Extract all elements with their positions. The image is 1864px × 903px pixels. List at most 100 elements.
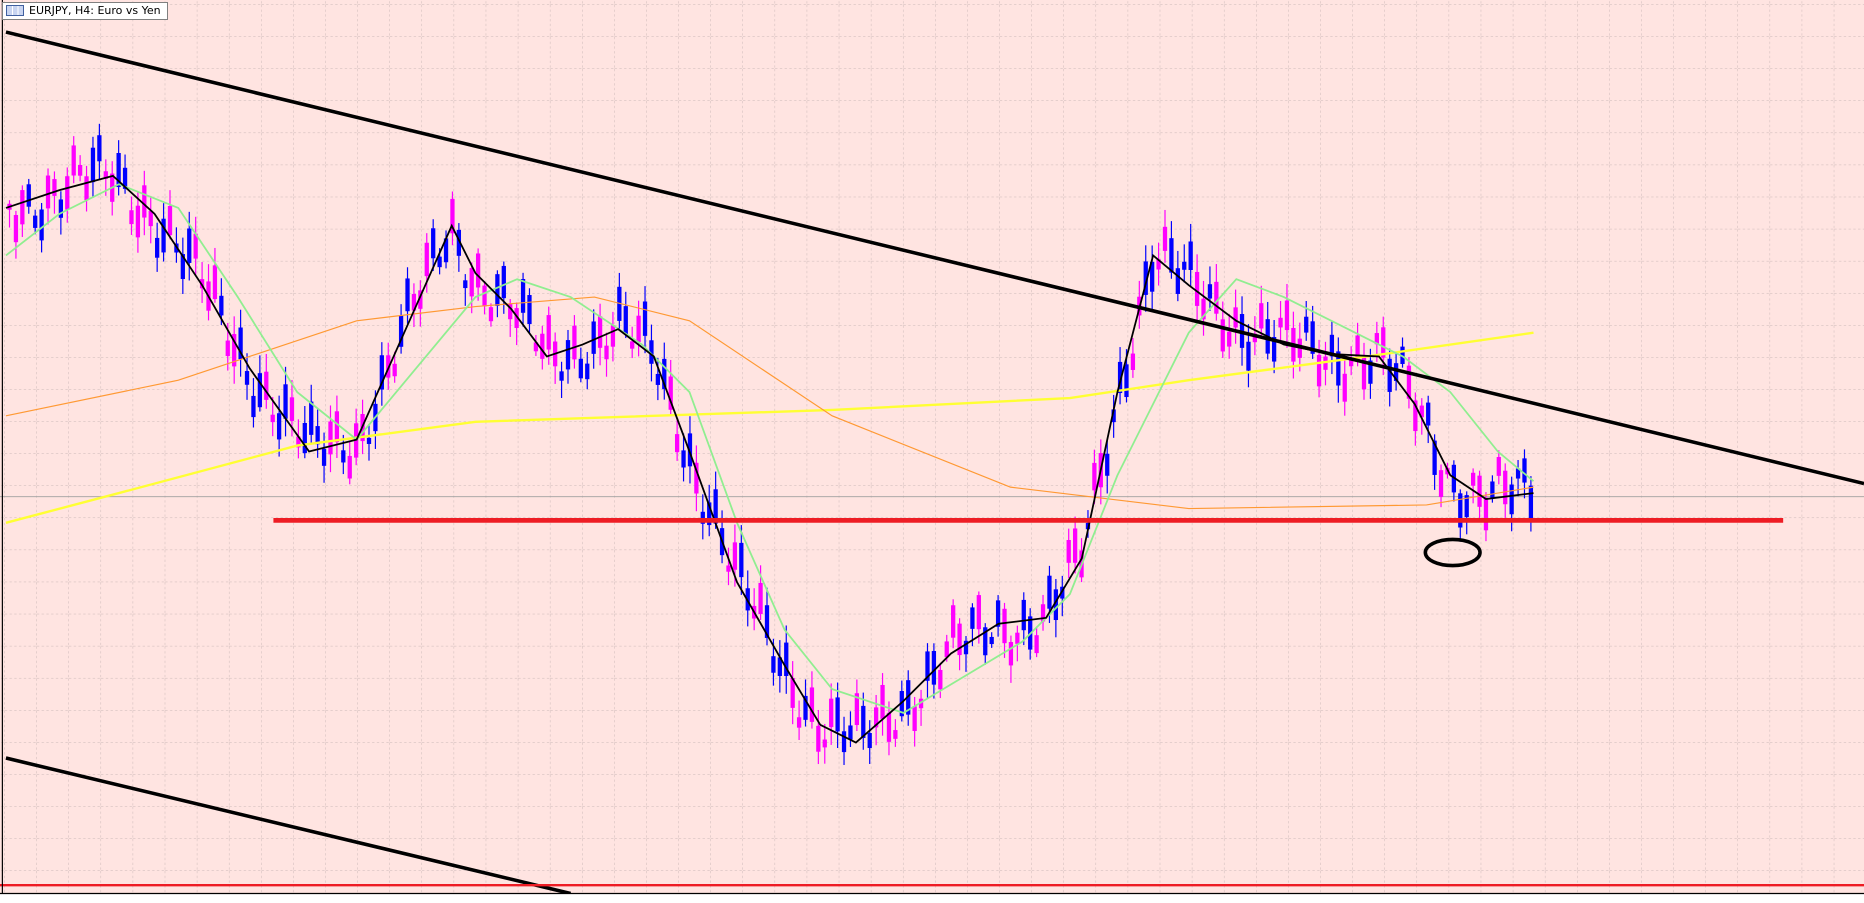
candle-body — [1496, 457, 1501, 476]
candle-body — [187, 228, 192, 263]
candle-body — [379, 355, 384, 390]
candle-body — [700, 511, 705, 524]
candle-body — [636, 315, 641, 342]
candle-body — [244, 371, 250, 385]
candle-body — [1034, 635, 1039, 654]
candle-body — [970, 607, 975, 629]
candle-body — [559, 371, 564, 381]
candle-body — [957, 623, 962, 656]
candle-body — [58, 199, 64, 218]
candle-body — [861, 705, 866, 739]
candle-body — [321, 448, 327, 466]
candle-body — [854, 693, 860, 726]
candle-body — [1150, 261, 1155, 292]
candle-body — [835, 697, 840, 732]
candle-body — [1336, 351, 1341, 386]
candle-body — [1259, 303, 1264, 329]
candle-body — [26, 184, 31, 207]
candle-body — [90, 147, 96, 183]
candle-body — [1284, 300, 1290, 331]
candle-body — [1522, 458, 1527, 483]
candle-body — [84, 176, 89, 201]
candle-body — [450, 198, 455, 234]
candle-body — [1233, 307, 1238, 328]
candle-body — [1162, 226, 1168, 251]
candle-body — [13, 215, 19, 243]
candle-body — [238, 327, 243, 360]
candle-body — [1175, 268, 1180, 294]
candle-body — [1271, 337, 1277, 362]
candle-body — [52, 179, 57, 196]
candle-body — [97, 135, 102, 162]
candle-body — [1349, 359, 1354, 367]
candle-body — [193, 233, 198, 259]
candle-body — [1432, 440, 1437, 475]
candle-body — [597, 316, 603, 348]
candle-body — [392, 363, 397, 377]
candle-body — [212, 265, 218, 300]
candle-body — [1227, 331, 1232, 347]
candle-body — [443, 238, 449, 263]
candle-body — [20, 190, 25, 225]
candle-body — [39, 209, 44, 241]
candle-body — [1458, 493, 1463, 528]
candle-body — [995, 600, 1001, 627]
candle-body — [366, 437, 372, 444]
candle-body — [848, 725, 853, 740]
candle-body — [424, 242, 429, 277]
candle-body — [1528, 485, 1534, 521]
candle-body — [951, 605, 956, 638]
candle-body — [1470, 472, 1476, 486]
candle-body — [167, 206, 173, 236]
candle-body — [103, 171, 108, 179]
trend-line-upper — [5, 30, 1864, 486]
candle-body — [931, 650, 937, 685]
candle-body — [1252, 333, 1258, 343]
candle-body — [122, 167, 128, 189]
candle-body — [334, 411, 340, 443]
chart-title: EURJPY, H4: Euro vs Yen — [29, 4, 161, 17]
candle-body — [1509, 484, 1514, 515]
candle-body — [1053, 589, 1059, 621]
candle-body — [1323, 356, 1328, 370]
candle-body — [405, 278, 410, 312]
candle-body — [1207, 284, 1213, 299]
candle-body — [1021, 599, 1026, 631]
candle-body — [790, 677, 795, 708]
candle-body — [508, 304, 513, 320]
candle-body — [398, 315, 404, 347]
candle-body — [219, 295, 224, 316]
candle-body — [315, 426, 320, 445]
time-axis — [0, 893, 1864, 903]
moving-average-medium — [5, 296, 1534, 510]
candle-body — [33, 215, 38, 228]
candle-body — [1246, 341, 1251, 371]
candle-body — [784, 642, 789, 677]
candle-body — [1214, 281, 1219, 314]
candle-body — [514, 308, 519, 329]
candle-body — [1361, 355, 1367, 390]
highlight-ellipse — [1423, 537, 1482, 568]
chart-title-box: EURJPY, H4: Euro vs Yen — [2, 2, 168, 20]
candle-body — [1387, 358, 1392, 392]
candle-body — [1194, 271, 1200, 306]
candle-body — [803, 695, 808, 720]
candle-body — [1117, 361, 1123, 394]
candle-body — [1490, 481, 1495, 498]
candle-body — [456, 229, 462, 256]
candle-body — [469, 268, 474, 297]
candle-body — [585, 363, 590, 380]
candle-body — [662, 358, 667, 390]
candle-body — [148, 210, 153, 227]
candle-body — [707, 502, 712, 526]
candle-body — [1188, 241, 1193, 271]
candle-body — [463, 280, 468, 289]
candle-body — [983, 627, 988, 656]
candle-body — [739, 542, 744, 578]
candle-body — [758, 582, 763, 615]
candle-body — [347, 455, 352, 479]
candle-body — [565, 340, 571, 370]
candle-body — [1220, 319, 1225, 352]
candle-body — [604, 345, 609, 360]
